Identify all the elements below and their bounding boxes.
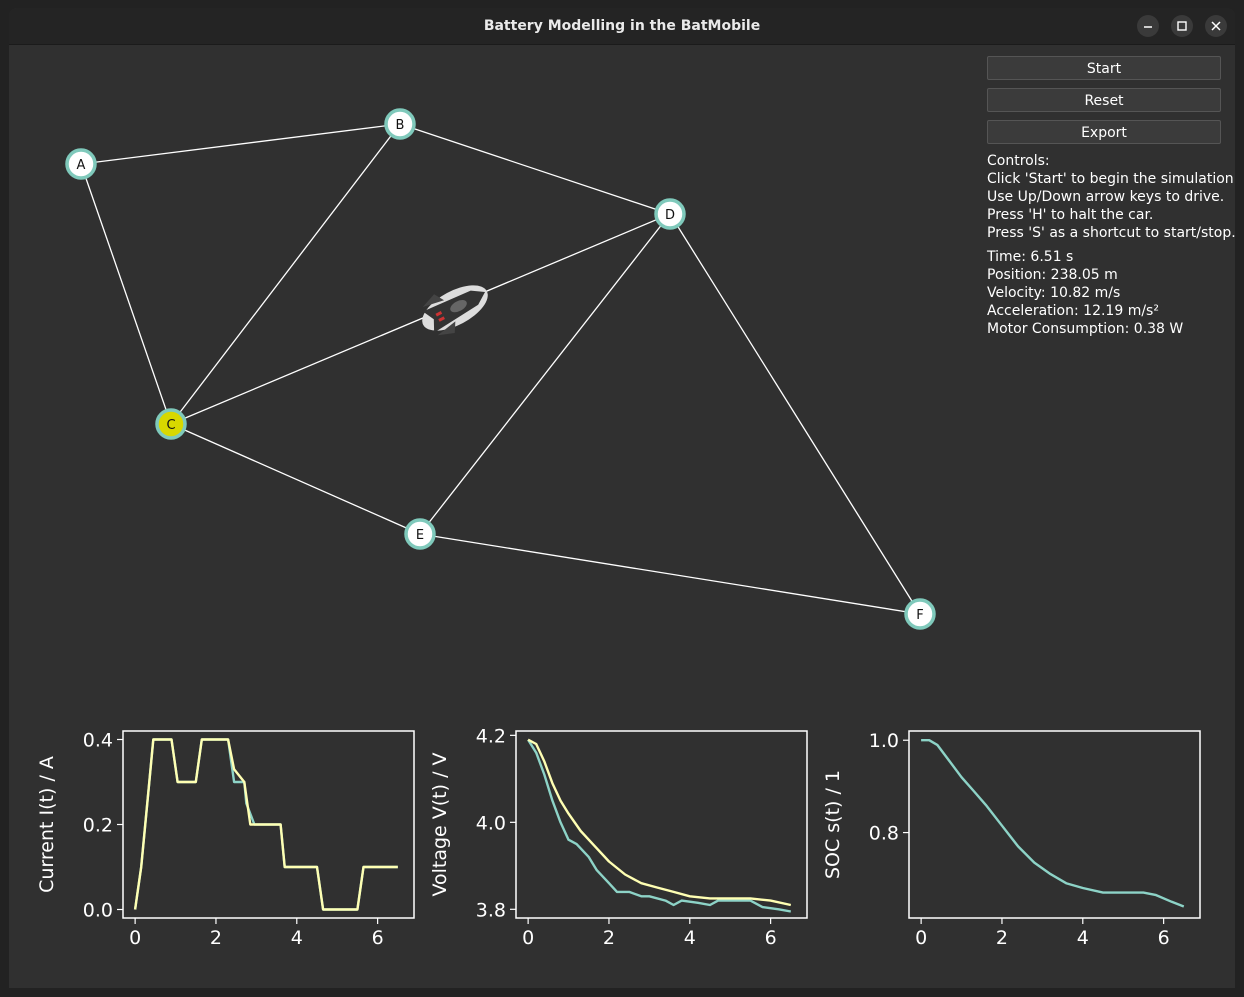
node-label: F <box>916 608 923 623</box>
controls-line: Use Up/Down arrow keys to drive. <box>987 189 1225 205</box>
time-readout: Time: 6.51 s <box>987 249 1074 265</box>
start-button[interactable]: Start <box>987 56 1221 80</box>
x-tick-label: 6 <box>372 927 384 949</box>
y-tick-label: 4.2 <box>476 725 506 747</box>
y-tick-label: 3.8 <box>476 899 506 921</box>
node-label: C <box>166 418 175 433</box>
series-line-0 <box>527 739 792 913</box>
node-b[interactable]: B <box>384 108 416 140</box>
y-tick-label: 0.8 <box>869 823 899 845</box>
y-axis-label: Voltage V(t) / V <box>429 752 451 896</box>
edge-A-B <box>80 123 401 165</box>
y-axis-label: SOC s(t) / 1 <box>822 770 844 879</box>
title-bar: Battery Modelling in the BatMobile <box>9 8 1235 45</box>
node-f[interactable]: F <box>904 598 936 630</box>
x-tick-label: 0 <box>129 927 141 949</box>
edge-E-F <box>419 533 921 615</box>
node-circle <box>654 198 686 230</box>
controls-line: Click 'Start' to begin the simulation. <box>987 171 1235 187</box>
x-tick-label: 4 <box>684 927 696 949</box>
node-circle <box>404 518 436 550</box>
minimize-icon <box>1144 26 1152 28</box>
series-line-1 <box>527 738 792 907</box>
reset-button[interactable]: Reset <box>987 88 1221 112</box>
edge-B-D <box>399 123 671 215</box>
node-c[interactable]: C <box>155 408 187 440</box>
export-button[interactable]: Export <box>987 120 1221 144</box>
minimize-button[interactable] <box>1137 15 1159 37</box>
x-tick-label: 6 <box>1158 927 1170 949</box>
maximize-button[interactable] <box>1171 15 1193 37</box>
maximize-icon <box>1177 21 1187 31</box>
node-e[interactable]: E <box>404 518 436 550</box>
node-circle <box>904 598 936 630</box>
node-a[interactable]: A <box>65 148 97 180</box>
x-tick-label: 2 <box>996 927 1008 949</box>
x-tick-label: 4 <box>291 927 303 949</box>
x-tick-label: 4 <box>1077 927 1089 949</box>
plot-frame <box>515 730 808 919</box>
voltage-chart: 0 2 4 6 3.8 4.0 4.2 Voltage V(t) / V <box>429 725 808 949</box>
current-chart: 0 2 4 6 0.0 0.2 0.4 Current I(t) / A <box>36 730 415 949</box>
batmobile-car <box>422 285 488 336</box>
node-label: B <box>396 118 405 133</box>
node-label: E <box>416 528 424 543</box>
node-circle <box>384 108 416 140</box>
node-label: D <box>665 208 675 223</box>
edge-B-C <box>170 123 401 425</box>
simulation-stats: Time: 6.51 s Position: 238.05 m Velocity… <box>987 248 1183 338</box>
y-tick-label: 0.2 <box>83 815 113 837</box>
battery-charts: 0 2 4 6 0.0 0.2 0.4 Current I(t) / A 0 2 4 6 3.8 4.0 4… <box>36 725 1201 949</box>
series-line-0 <box>921 739 1185 908</box>
x-tick-label: 6 <box>765 927 777 949</box>
motor-consumption-readout: Motor Consumption: 0.38 W <box>987 321 1184 337</box>
x-tick-label: 0 <box>522 927 534 949</box>
x-tick-label: 0 <box>915 927 927 949</box>
close-button[interactable] <box>1205 15 1227 37</box>
edge-D-F <box>669 213 921 615</box>
x-tick-label: 2 <box>603 927 615 949</box>
velocity-readout: Velocity: 10.82 m/s <box>987 285 1121 301</box>
road-network-map[interactable]: A B C D E F <box>9 45 969 705</box>
edge-D-E <box>419 213 671 535</box>
controls-help: Controls: Click 'Start' to begin the sim… <box>987 152 1235 242</box>
edge-C-E <box>170 423 421 535</box>
controls-line: Press 'S' as a shortcut to start/stop. <box>987 225 1235 241</box>
y-tick-label: 0.0 <box>83 900 113 922</box>
position-readout: Position: 238.05 m <box>987 267 1118 283</box>
node-d[interactable]: D <box>654 198 686 230</box>
close-icon <box>1211 21 1221 31</box>
edge-A-C <box>80 163 172 425</box>
acceleration-readout: Acceleration: 12.19 m/s² <box>987 303 1159 319</box>
y-tick-label: 1.0 <box>869 730 899 752</box>
soc-chart: 0 2 4 6 0.8 1.0 SOC s(t) / 1 <box>822 730 1201 949</box>
controls-heading: Controls: <box>987 153 1050 169</box>
y-tick-label: 0.4 <box>83 730 113 752</box>
plot-frame <box>908 730 1201 919</box>
window-title: Battery Modelling in the BatMobile <box>483 18 761 34</box>
y-axis-label: Current I(t) / A <box>36 756 58 893</box>
controls-line: Press 'H' to halt the car. <box>987 207 1154 223</box>
node-circle <box>155 408 187 440</box>
road-nodes: A B C D E F <box>65 108 936 630</box>
series-line-1 <box>133 738 398 911</box>
edge-C-D <box>170 213 671 425</box>
app-window: Battery Modelling in the BatMobile A B C D E… <box>9 8 1235 988</box>
node-label: A <box>77 158 86 173</box>
node-circle <box>65 148 97 180</box>
y-tick-label: 4.0 <box>476 812 506 834</box>
x-tick-label: 2 <box>210 927 222 949</box>
road-edges <box>80 123 921 615</box>
